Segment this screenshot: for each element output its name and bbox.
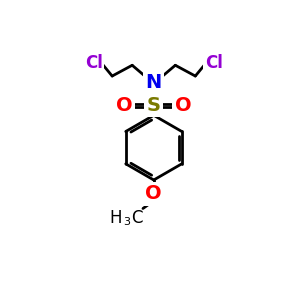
Text: O: O (175, 96, 191, 115)
Text: Cl: Cl (85, 54, 103, 72)
Text: Cl: Cl (205, 54, 223, 72)
Text: N: N (146, 73, 162, 92)
Text: O: O (116, 96, 133, 115)
Text: O: O (146, 184, 162, 203)
Text: H: H (109, 209, 122, 227)
Text: S: S (147, 96, 161, 115)
Text: 3: 3 (123, 217, 130, 227)
Text: C: C (131, 209, 143, 227)
